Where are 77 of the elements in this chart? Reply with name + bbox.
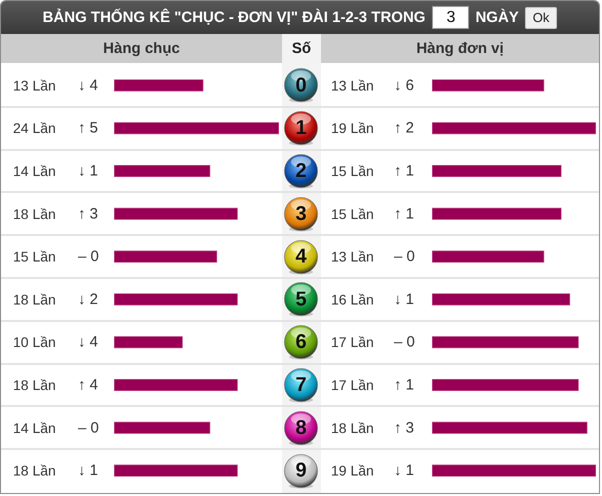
text: ↓ 2 [78, 290, 98, 308]
text: ↓ 1 [394, 290, 414, 308]
text: ↑ 2 [394, 120, 414, 137]
y-tick-label: 2 [295, 160, 307, 182]
bar [432, 122, 596, 134]
text: ↓ 4 [78, 76, 98, 94]
data-label: 15 Lần [331, 206, 374, 222]
bar [114, 79, 204, 92]
text: ↑ 1 [394, 162, 414, 180]
bar [114, 250, 218, 263]
data-label: 10 Lần [13, 334, 56, 350]
text: ↑ 1 [394, 376, 414, 394]
bar [432, 379, 579, 391]
bar [432, 250, 544, 263]
bar [432, 79, 544, 92]
data-label: 15 Lần [331, 163, 374, 179]
bar [114, 464, 238, 477]
bar [114, 422, 210, 434]
chart-title: Hàng chục [102, 39, 181, 59]
bar [432, 336, 579, 348]
text: ↓ 1 [394, 462, 414, 480]
y-tick-label: 1 [295, 117, 307, 140]
text: ↓ 1 [78, 162, 98, 180]
button[interactable]: Ok [524, 6, 558, 28]
data-label: 19 Lần [331, 462, 374, 479]
data-label: 14 Lần [13, 163, 56, 179]
data-label: 13 Lần [13, 77, 56, 94]
text: – 0 [394, 248, 415, 266]
text: NGÀY [475, 9, 519, 26]
data-label: 14 Lần [13, 420, 56, 436]
text: ↓ 1 [78, 462, 98, 480]
y-tick-label: 5 [295, 288, 307, 310]
bar [432, 165, 562, 177]
data-label: 18 Lần [13, 377, 56, 393]
data-label: 24 Lần [13, 120, 56, 136]
y-tick-label: 0 [295, 74, 307, 96]
y-tick-label: 7 [295, 374, 307, 396]
data-label: 13 Lần [331, 77, 374, 94]
text: – 0 [78, 248, 99, 266]
data-label: 19 Lần [331, 120, 374, 136]
y-axis-title: Số [290, 39, 312, 59]
bar [432, 422, 588, 434]
data-label: 17 Lần [331, 377, 374, 393]
bar [432, 464, 596, 477]
bar [114, 208, 238, 220]
text: ↓ 6 [394, 76, 414, 94]
bar [114, 122, 279, 134]
y-tick-label: 9 [295, 460, 307, 482]
data-label: 16 Lần [331, 291, 374, 308]
text: ↑ 3 [78, 205, 98, 222]
data-label: 13 Lần [331, 248, 374, 265]
text: ↑ 3 [394, 419, 414, 436]
text: ↑ 1 [394, 205, 414, 222]
text: – 0 [394, 334, 415, 351]
data-label: 18 Lần [13, 462, 56, 479]
text: ↑ 4 [78, 376, 98, 394]
y-tick-label: 6 [295, 331, 307, 354]
text: ↓ 4 [78, 334, 98, 351]
y-tick-label: 3 [295, 202, 307, 225]
bar [114, 293, 238, 306]
y-tick-label: 8 [295, 416, 307, 439]
text: ↑ 5 [78, 120, 98, 137]
bar [114, 379, 238, 391]
data-label: 18 Lần [331, 420, 374, 436]
bar [114, 336, 183, 348]
bar [432, 293, 570, 306]
bar [432, 208, 562, 220]
data-label: 17 Lần [331, 334, 374, 350]
data-label: 15 Lần [13, 248, 56, 265]
chart-title: Hàng đơn vị [321, 34, 599, 63]
bar [114, 165, 210, 177]
data-label: 18 Lần [13, 206, 56, 222]
text: – 0 [78, 419, 99, 436]
y-tick-label: 4 [295, 246, 308, 268]
text-field[interactable]: 3 [432, 6, 470, 29]
data-label: 18 Lần [13, 291, 56, 308]
text: BẢNG THỐNG KÊ "CHỤC - ĐƠN VỊ" ĐÀI 1-2-3 TRONG [42, 9, 426, 26]
